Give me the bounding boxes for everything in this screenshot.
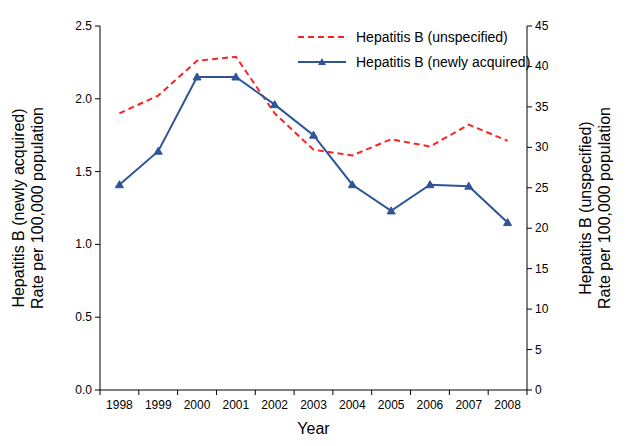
y2-axis-title: Rate per 100,000 population	[596, 107, 613, 309]
y2-tick-label: 30	[535, 140, 549, 154]
series-marker	[193, 73, 201, 80]
y-tick	[95, 26, 100, 27]
y2-tick	[527, 147, 532, 148]
series-marker	[154, 147, 162, 154]
y2-axis-line	[527, 26, 528, 390]
series-marker	[271, 101, 279, 108]
y-tick	[95, 317, 100, 318]
y-tick-label: 1.0	[75, 237, 92, 251]
x-tick-boundary	[332, 390, 333, 395]
y-tick	[95, 390, 100, 391]
series-marker	[504, 219, 512, 226]
x-tick-boundary	[371, 390, 372, 395]
y-tick	[95, 244, 100, 245]
y-axis-title: Hepatitis B (newly acquired)	[10, 108, 27, 307]
x-tick-boundary	[216, 390, 217, 395]
x-tick-label: 2008	[494, 398, 521, 412]
series-marker	[426, 181, 434, 188]
y-axis-line	[100, 26, 101, 390]
x-tick-label: 2000	[184, 398, 211, 412]
x-tick-label: 2001	[223, 398, 250, 412]
y2-axis-title: Hepatitis B (unspecified)	[577, 121, 594, 294]
y2-tick	[527, 228, 532, 229]
legend-label: Hepatitis B (newly acquired)	[356, 54, 530, 70]
x-tick-boundary	[177, 390, 178, 395]
x-tick-label: 2007	[455, 398, 482, 412]
y2-tick-label: 0	[535, 383, 542, 397]
x-tick-boundary	[138, 390, 139, 395]
y2-tick-label: 5	[535, 343, 542, 357]
y2-tick	[527, 390, 532, 391]
series-line	[119, 57, 507, 156]
series-line	[119, 77, 507, 223]
x-tick-boundary	[449, 390, 450, 395]
y2-tick-label: 25	[535, 181, 549, 195]
y-axis-title: Rate per 100,000 population	[29, 107, 46, 309]
x-tick-label: 1999	[145, 398, 172, 412]
y2-tick	[527, 26, 532, 27]
y-tick-label: 0.5	[75, 310, 92, 324]
y2-tick	[527, 106, 532, 107]
y2-tick-label: 40	[535, 59, 549, 73]
series-marker	[310, 131, 318, 138]
legend-swatch	[298, 36, 346, 38]
y-tick-label: 2.5	[75, 19, 92, 33]
y-tick	[95, 171, 100, 172]
x-tick-label: 2006	[417, 398, 444, 412]
x-axis-title: Year	[297, 420, 330, 437]
x-tick-label: 2005	[378, 398, 405, 412]
y2-tick	[527, 187, 532, 188]
x-tick-label: 2004	[339, 398, 366, 412]
series-marker	[232, 73, 240, 80]
series-marker	[115, 181, 123, 188]
x-tick-label: 2002	[261, 398, 288, 412]
plot-area	[115, 57, 511, 226]
y2-tick-label: 15	[535, 262, 549, 276]
x-tick-boundary	[100, 390, 101, 395]
series-marker	[387, 207, 395, 214]
x-tick-label: 2003	[300, 398, 327, 412]
y-tick-label: 0.0	[75, 383, 92, 397]
legend-label: Hepatitis B (unspecified)	[356, 29, 508, 45]
x-tick-boundary	[294, 390, 295, 395]
x-axis-line	[100, 390, 527, 391]
legend-marker	[318, 58, 326, 65]
y-tick	[95, 98, 100, 99]
y2-tick	[527, 309, 532, 310]
y2-tick	[527, 349, 532, 350]
y2-tick-label: 20	[535, 221, 549, 235]
x-tick-boundary	[527, 390, 528, 395]
y2-tick-label: 35	[535, 100, 549, 114]
x-tick-boundary	[255, 390, 256, 395]
series-marker	[348, 181, 356, 188]
chart: 0.0 0.5 1.0 1.5 2.0 2.5 0 5 10 15 20 25 30 35 40 45 1998…	[0, 0, 632, 446]
x-tick-boundary	[410, 390, 411, 395]
series-marker	[465, 182, 473, 189]
y2-tick-label: 45	[535, 19, 549, 33]
y-tick-label: 2.0	[75, 92, 92, 106]
x-tick-boundary	[488, 390, 489, 395]
y2-tick-label: 10	[535, 302, 549, 316]
y2-tick	[527, 268, 532, 269]
y-tick-label: 1.5	[75, 165, 92, 179]
x-tick-label: 1998	[106, 398, 133, 412]
